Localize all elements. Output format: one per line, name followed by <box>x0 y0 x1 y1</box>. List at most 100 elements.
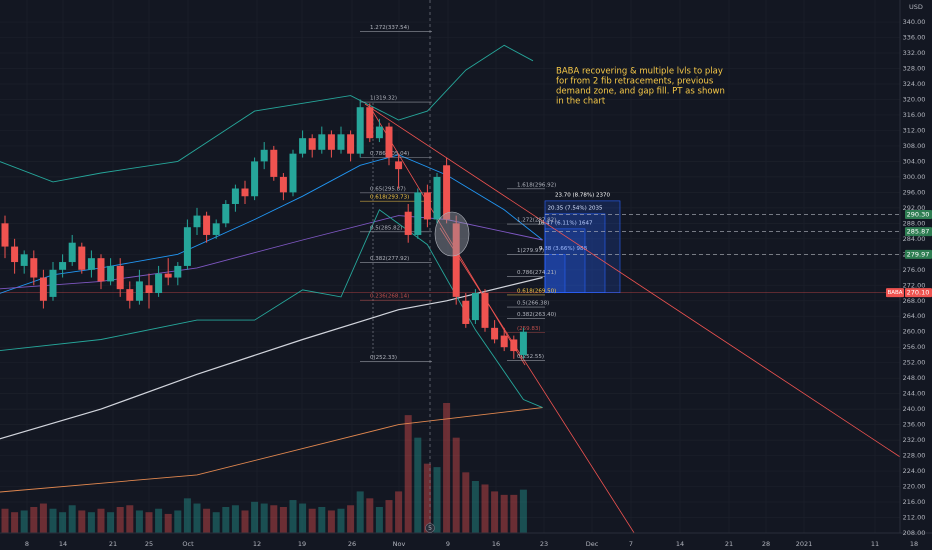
y-tick-label: 296.00 <box>903 188 926 196</box>
volume-bar <box>1 508 9 533</box>
y-tick-label: 252.00 <box>903 359 926 367</box>
y-tick-label: 292.00 <box>903 204 926 212</box>
volume-bar <box>289 500 297 533</box>
symbol-label: BABA <box>887 290 902 296</box>
volume-bar <box>443 403 451 533</box>
fib-levels: 1.272(337.54)1(319.32)0.786(305.04)0.65(… <box>360 25 556 362</box>
volume-bar <box>135 510 143 533</box>
candle-body <box>404 211 412 235</box>
y-tick-label: 316.00 <box>903 111 926 119</box>
candle-body <box>231 188 239 204</box>
x-tick-label: 14 <box>676 540 684 548</box>
axis: 208.00 212.00 216.00 220.00 224.00 228.00 232.… <box>25 18 932 548</box>
y-tick-label: 284.00 <box>903 235 926 243</box>
candle-body <box>318 134 326 150</box>
candle-body <box>433 176 441 220</box>
candle-body <box>414 192 422 235</box>
x-tick-label: 21 <box>109 540 117 548</box>
candle-body <box>183 227 191 266</box>
candle-body <box>203 215 211 235</box>
volume-bar <box>193 503 201 533</box>
indicator-line <box>0 154 543 294</box>
candles <box>1 99 527 359</box>
volume-bar <box>308 508 316 533</box>
volume-bar <box>337 508 345 533</box>
event-marker-icon <box>425 523 435 533</box>
volume-bar <box>49 508 57 533</box>
y-tick-label: 244.00 <box>903 390 926 398</box>
x-tick-label: 7 <box>629 540 633 548</box>
volume-bar <box>11 512 19 533</box>
y-tick-label: 212.00 <box>903 514 926 522</box>
y-tick-label: 248.00 <box>903 374 926 382</box>
candle-body <box>68 242 76 263</box>
event-marker: 5 <box>428 525 432 532</box>
volume-bar <box>164 513 172 533</box>
candle-body <box>279 176 287 193</box>
trend-line <box>364 103 900 458</box>
x-tick-label: Nov <box>393 540 406 548</box>
volume-bar <box>107 512 115 533</box>
candle-body <box>356 107 364 154</box>
measures: 9.88 (3.66%) 988 16.47 (6.11%) 1647 20.35 … <box>537 192 900 293</box>
price-tag-label: 290.30 <box>907 210 930 218</box>
volume-bar <box>59 512 67 533</box>
candle-body <box>385 126 393 158</box>
x-tick-label: 25 <box>145 540 153 548</box>
fib-label: 0.5(266.38) <box>517 301 549 307</box>
x-tick-label: 26 <box>348 540 356 548</box>
y-tick-label: 332.00 <box>903 49 926 57</box>
y-tick-label: 308.00 <box>903 142 926 150</box>
fib-label: 0(252.55) <box>517 354 544 360</box>
fib-label: 0.786(274.21) <box>517 270 556 276</box>
volume-bar <box>270 505 278 533</box>
price-axis <box>900 0 932 533</box>
volume-bar <box>423 463 431 533</box>
y-tick-label: 240.00 <box>903 405 926 413</box>
volume-bar <box>260 503 268 533</box>
x-tick-label: 23 <box>540 540 548 548</box>
fib-label: 1.618(296.92) <box>517 182 556 188</box>
price-tag <box>905 227 932 237</box>
volume-bar <box>299 503 307 533</box>
candle-body <box>260 149 268 162</box>
candle-body <box>423 192 431 220</box>
candle-body <box>241 188 249 197</box>
trend-lines <box>364 103 900 533</box>
candle-body <box>1 223 9 247</box>
candle-body <box>452 223 460 297</box>
candle-body <box>500 335 508 348</box>
note-line: demand zone, and gap fill. PT as shown <box>556 87 725 97</box>
x-tick-label: 19 <box>298 540 306 548</box>
y-tick-label: 256.00 <box>903 343 926 351</box>
y-tick-label: 336.00 <box>903 34 926 42</box>
volume-bar <box>347 505 355 533</box>
candle-body <box>462 300 470 324</box>
volume-bar <box>116 507 124 533</box>
measure-label: 9.88 (3.66%) 988 <box>539 246 588 252</box>
volume-bar <box>395 491 403 533</box>
candle-body <box>491 327 499 340</box>
volume-bar <box>126 505 134 533</box>
candle-body <box>299 138 307 154</box>
x-tick-label: 28 <box>762 540 770 548</box>
volume-bar <box>155 508 163 533</box>
volume-bar <box>78 510 86 533</box>
y-tick-label: 268.00 <box>903 297 926 305</box>
volume-bar <box>30 507 38 533</box>
volume-bar <box>462 472 470 533</box>
volume-bar <box>433 467 441 533</box>
y-tick-label: 300.00 <box>903 173 926 181</box>
measure-label: 16.47 (6.11%) 1647 <box>537 220 593 226</box>
x-tick-label: 9 <box>446 540 450 548</box>
y-tick-label: 260.00 <box>903 328 926 336</box>
candle-body <box>375 126 383 139</box>
candle-body <box>308 138 316 150</box>
candle-body <box>155 273 163 294</box>
measure-label: 23.70 (8.78%) 2370 <box>555 192 611 198</box>
volume-bar <box>375 507 383 533</box>
volume-bar <box>20 510 28 533</box>
volume-bar <box>452 437 460 533</box>
fib-label: 0.382(277.92) <box>370 256 409 262</box>
